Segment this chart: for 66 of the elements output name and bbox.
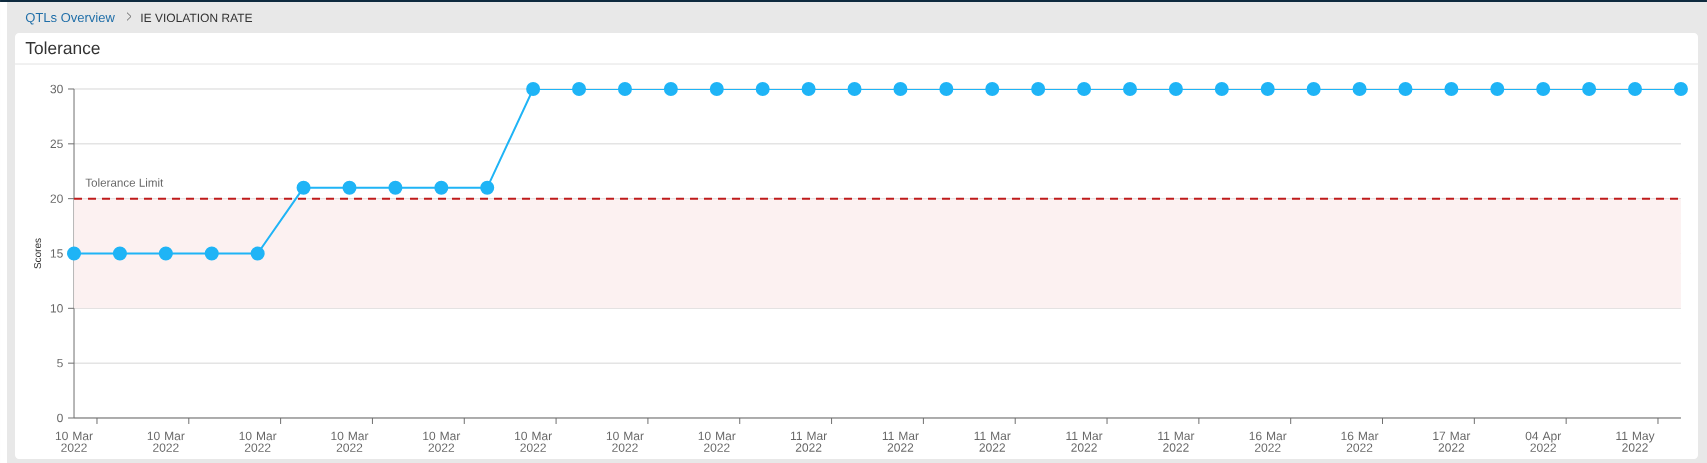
y-tick-label: 0: [57, 413, 63, 423]
ref-line-label: Tolerance Limit: [85, 178, 164, 187]
x-tick-label: 10 Mar 2022: [147, 431, 185, 452]
point: [158, 246, 173, 261]
x-tick-label: 10 Mar 2022: [698, 431, 736, 452]
point: [112, 246, 127, 261]
x-tick-label: 11 May 2022: [1616, 431, 1655, 452]
point: [204, 246, 219, 261]
x-tick-label: 10 Mar 2022: [331, 431, 369, 452]
point: [1444, 82, 1459, 96]
x-tick-label: 16 Mar 2022: [1249, 431, 1287, 452]
x-tick-label: 11 Mar 2022: [882, 431, 919, 452]
text: IE VIOLATION RATE: [141, 13, 253, 23]
point: [572, 82, 587, 96]
x-tick-label: 10 Mar 2022: [55, 431, 93, 452]
x-tick-label: 04 Apr 2022: [1525, 431, 1562, 452]
x-tick-label: 10 Mar 2022: [423, 431, 461, 452]
point: [1168, 82, 1183, 96]
point: [342, 180, 357, 195]
point: [985, 82, 1000, 96]
point: [663, 82, 678, 96]
x-tick-label: 11 Mar 2022: [1158, 431, 1195, 452]
point: [1077, 82, 1092, 96]
text: QTLs Overview: [25, 12, 115, 25]
point: [801, 82, 816, 96]
point: [67, 246, 82, 261]
x-tick-label: 10 Mar 2022: [606, 431, 644, 452]
point: [1031, 82, 1046, 96]
y-axis-title: Scores: [33, 238, 42, 269]
x-tick-label: 11 Mar 2022: [974, 431, 1011, 452]
point: [1673, 82, 1688, 96]
point: [1398, 82, 1413, 96]
point: [1536, 82, 1551, 96]
y-tick-label: 30: [50, 84, 63, 94]
point: [1123, 82, 1137, 96]
point: [1352, 82, 1367, 96]
point: [847, 82, 862, 96]
point: [1260, 82, 1275, 96]
y-tick-label: 20: [50, 194, 63, 203]
x-tick-label: 17 Mar 2022: [1433, 431, 1471, 452]
point: [1490, 82, 1505, 96]
point: [434, 180, 449, 195]
point: [755, 82, 770, 96]
point: [893, 82, 908, 96]
point: [296, 180, 311, 195]
x-tick-label: 11 Mar 2022: [1066, 431, 1103, 452]
x-tick-label: 11 Mar 2022: [790, 431, 827, 452]
point: [250, 246, 265, 261]
point: [526, 82, 541, 96]
point: [1306, 82, 1321, 96]
x-tick-label: 10 Mar 2022: [239, 431, 277, 452]
point: [709, 82, 724, 96]
point: [480, 180, 495, 195]
y-tick-label: 5: [57, 358, 63, 368]
point: [1582, 82, 1597, 96]
point: [1214, 82, 1229, 96]
y-tick-label: 10: [50, 304, 63, 313]
point: [388, 180, 403, 195]
point: [617, 82, 632, 96]
y-tick-label: 15: [50, 249, 63, 258]
chart-title: Tolerance: [25, 41, 100, 55]
point: [939, 82, 954, 96]
x-tick-label: 10 Mar 2022: [515, 431, 552, 452]
point: [1628, 82, 1643, 96]
y-tick-label: 25: [50, 139, 63, 149]
x-tick-label: 16 Mar 2022: [1341, 431, 1379, 452]
